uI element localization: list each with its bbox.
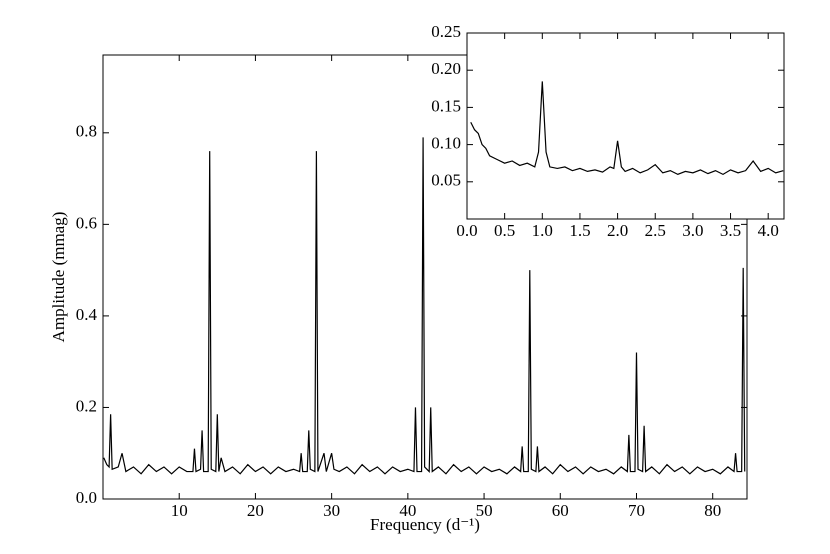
y-tick-label: 0.4 (76, 305, 98, 324)
y-axis-label: Amplitude (mmag) (49, 212, 68, 343)
y-tick-label: 0.10 (431, 134, 461, 153)
x-tick-label: 60 (552, 501, 569, 520)
plot-frame (102, 54, 748, 500)
x-tick-label: 10 (171, 501, 188, 520)
x-tick-label: 50 (476, 501, 493, 520)
x-tick-label: 1.0 (532, 221, 553, 240)
x-tick-label: 70 (628, 501, 645, 520)
x-tick-label: 3.0 (682, 221, 703, 240)
y-tick-label: 0.2 (76, 396, 97, 415)
y-tick-label: 0.8 (76, 122, 97, 141)
x-axis-label: Frequency (d⁻¹) (370, 515, 480, 534)
y-tick-label: 0.0 (76, 488, 97, 507)
plot-frame (466, 32, 785, 220)
y-tick-label: 0.20 (431, 59, 461, 78)
spectrum-line (470, 81, 784, 176)
x-tick-label: 30 (323, 501, 340, 520)
x-tick-label: 1.5 (569, 221, 590, 240)
y-tick-label: 0.25 (431, 22, 461, 41)
plot-area (467, 33, 784, 219)
x-tick-label: 4.0 (758, 221, 779, 240)
y-tick-label: 0.6 (76, 213, 97, 232)
x-tick-label: 2.0 (607, 221, 628, 240)
x-tick-label: 20 (247, 501, 264, 520)
x-tick-label: 2.5 (645, 221, 666, 240)
y-tick-label: 0.05 (431, 171, 461, 190)
spectrum-line (103, 137, 746, 475)
x-tick-label: 3.5 (720, 221, 741, 240)
y-tick-label: 0.15 (431, 96, 461, 115)
x-tick-label: 40 (399, 501, 416, 520)
x-tick-label: 0.5 (494, 221, 515, 240)
x-tick-label: 0.0 (456, 221, 477, 240)
x-tick-label: 80 (704, 501, 721, 520)
